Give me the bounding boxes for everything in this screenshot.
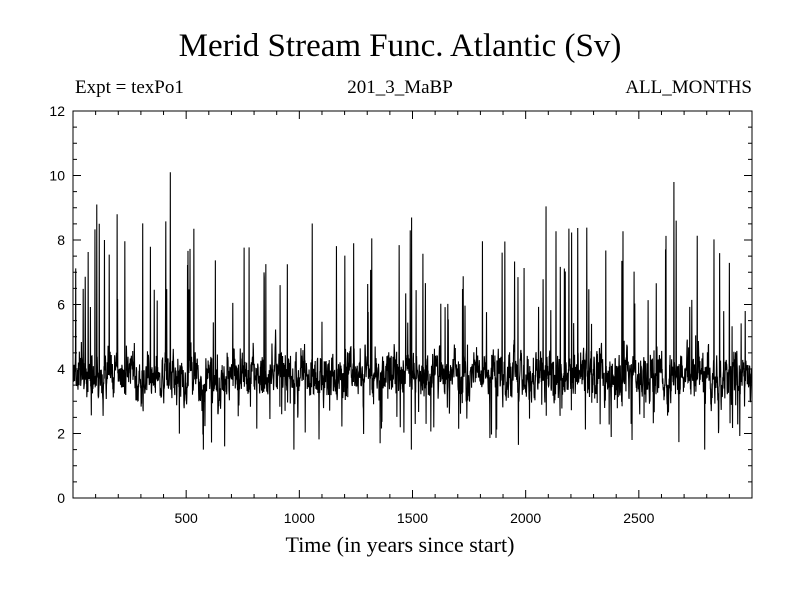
series-line <box>72 172 753 450</box>
x-tick-label: 1000 <box>284 510 315 526</box>
run-label: 201_3_MaBP <box>347 77 453 98</box>
y-tick-label: 0 <box>57 490 65 506</box>
months-label: ALL_MONTHS <box>625 77 752 98</box>
experiment-label: Expt = texPo1 <box>75 77 184 98</box>
x-tick-label: 500 <box>174 510 198 526</box>
y-tick-label: 10 <box>49 168 65 184</box>
x-tick-label: 2500 <box>623 510 654 526</box>
y-tick-label: 2 <box>57 426 65 442</box>
x-axis-label: Time (in years since start) <box>285 532 515 557</box>
y-tick-label: 6 <box>57 297 65 313</box>
y-tick-label: 12 <box>49 103 65 119</box>
y-tick-label: 4 <box>57 361 65 377</box>
y-tick-label: 8 <box>57 232 65 248</box>
x-tick-label: 1500 <box>397 510 428 526</box>
chart-title: Merid Stream Func. Atlantic (Sv) <box>178 28 622 64</box>
plot-frame <box>72 110 753 499</box>
x-tick-label: 2000 <box>510 510 541 526</box>
